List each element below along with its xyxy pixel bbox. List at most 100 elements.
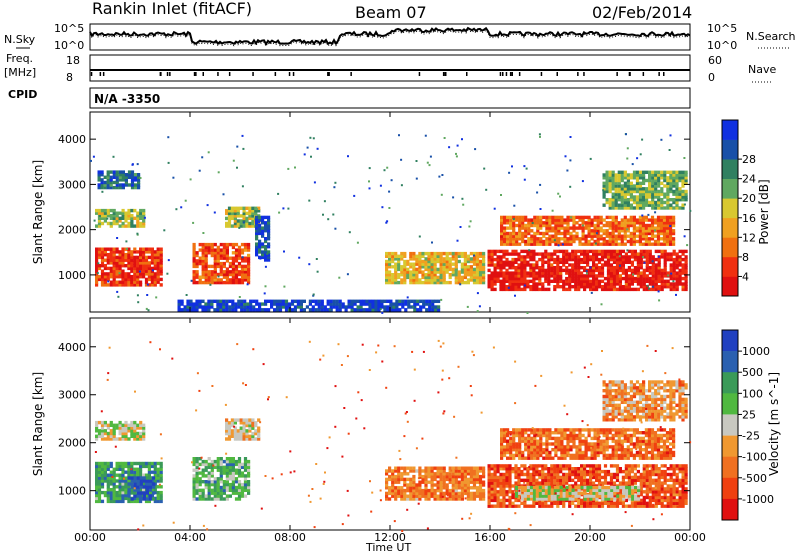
scatter-cell: [276, 300, 279, 303]
scatter-cell: [491, 476, 494, 479]
scatter-cell: [565, 250, 568, 253]
scatter-cell: [592, 505, 595, 508]
scatter-cell: [104, 468, 107, 471]
scatter-cell: [236, 146, 238, 148]
scatter-cell: [229, 278, 232, 281]
scatter-cell: [649, 250, 652, 253]
scatter-cell: [388, 270, 391, 273]
scatter-cell: [95, 485, 98, 488]
scatter-cell: [565, 277, 568, 280]
scatter-cell: [441, 194, 443, 196]
scatter-cell: [477, 292, 479, 294]
scatter-cell: [116, 497, 119, 500]
scatter-cell: [628, 266, 631, 269]
scatter-cell: [538, 258, 541, 261]
scatter-cell: [178, 300, 181, 303]
scatter-cell: [514, 250, 517, 253]
scatter-cell: [400, 472, 403, 475]
scatter-cell: [131, 476, 134, 479]
scatter-cell: [136, 250, 139, 253]
scatter-cell: [336, 305, 339, 308]
scatter-cell: [145, 278, 148, 281]
scatter-cell: [95, 468, 98, 471]
scatter-cell: [104, 248, 107, 251]
scatter-cell: [134, 183, 137, 186]
scatter-cell: [544, 261, 547, 264]
scatter-cell: [93, 156, 95, 158]
scatter-cell: [240, 305, 243, 308]
nave-mark: [658, 72, 660, 76]
scatter-cell: [201, 156, 203, 158]
scatter-cell: [131, 485, 134, 488]
scatter-cell: [137, 173, 140, 176]
scatter-cell: [211, 469, 214, 472]
scatter-cell: [524, 216, 527, 219]
scatter-cell: [137, 488, 140, 491]
scatter-cell: [298, 257, 300, 259]
scatter-cell: [625, 133, 627, 135]
scatter-cell: [515, 224, 518, 227]
scatter-cell: [479, 305, 481, 307]
scatter-cell: [523, 250, 526, 253]
scatter-cell: [98, 248, 101, 251]
scatter-cell: [583, 505, 586, 508]
scatter-cell: [542, 232, 545, 235]
nave-mark: [328, 72, 330, 76]
scatter-cell: [431, 300, 434, 303]
scatter-cell: [304, 153, 306, 155]
scatter-cell: [491, 490, 494, 493]
scatter-cell: [624, 216, 627, 219]
scatter-cell: [116, 437, 119, 440]
scatter-cell: [223, 281, 226, 284]
scatter-cell: [434, 483, 437, 486]
scatter-cell: [409, 478, 412, 481]
scatter-cell: [437, 467, 440, 470]
scatter-cell: [186, 294, 188, 296]
scatter-cell: [602, 189, 604, 191]
scatter-cell: [119, 491, 122, 494]
scatter-cell: [226, 471, 229, 474]
scatter-cell: [643, 250, 646, 253]
scatter-cell: [416, 160, 418, 162]
scatter-cell: [398, 134, 400, 136]
scatter-cell: [330, 305, 333, 308]
scatter-cell: [136, 432, 139, 435]
scatter-cell: [113, 156, 115, 158]
nave-right-tick-bottom: 0: [708, 71, 715, 84]
scatter-cell: [640, 250, 643, 253]
scatter-cell: [127, 222, 130, 225]
scatter-cell: [601, 285, 604, 288]
scatter-cell: [211, 471, 214, 474]
scatter-cell: [409, 270, 412, 273]
nave-mark: [643, 72, 645, 76]
scatter-cell: [648, 218, 651, 221]
scatter-cell: [407, 296, 409, 298]
scatter-cell: [544, 479, 547, 482]
scatter-cell: [214, 212, 216, 214]
scatter-cell: [255, 308, 258, 311]
scatter-cell: [541, 252, 544, 255]
scatter-cell: [116, 491, 119, 494]
scatter-cell: [499, 476, 502, 479]
scatter-cell: [391, 179, 393, 181]
scatter-cell: [651, 171, 654, 174]
scatter-cell: [535, 464, 538, 467]
scatter-cell: [655, 258, 658, 261]
scatter-cell: [488, 502, 491, 505]
scatter-cell: [437, 300, 440, 303]
scatter-cell: [98, 462, 101, 465]
scatter-cell: [139, 471, 142, 474]
scatter-cell: [598, 258, 601, 261]
scatter-cell: [619, 250, 622, 253]
scatter-cell: [400, 467, 403, 470]
scatter-cell: [116, 256, 119, 259]
scatter-cell: [139, 468, 142, 471]
scatter-cell: [583, 470, 586, 473]
scatter-cell: [524, 285, 526, 287]
scatter-cell: [121, 497, 124, 500]
scatter-cell: [508, 470, 511, 473]
scatter-cell: [244, 486, 247, 489]
scatter-cell: [101, 209, 104, 212]
scatter-cell: [663, 206, 666, 209]
scatter-cell: [110, 281, 113, 284]
